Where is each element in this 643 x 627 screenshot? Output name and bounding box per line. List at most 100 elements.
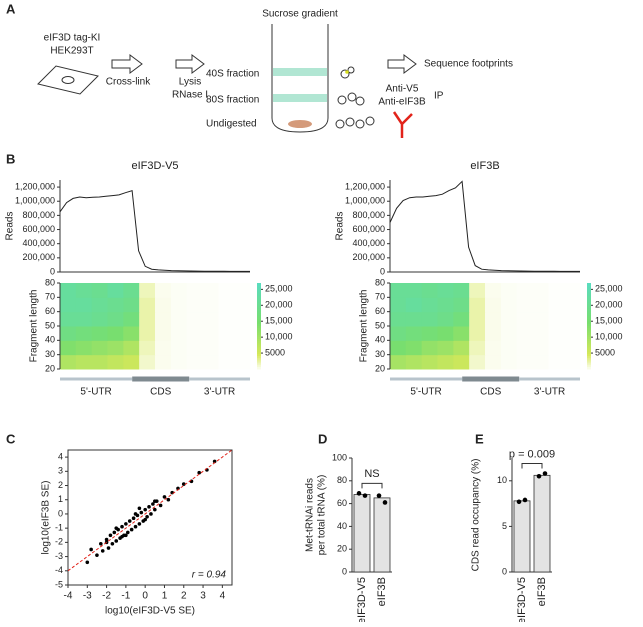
heat-cell — [485, 354, 502, 370]
heat-cell — [234, 326, 251, 341]
heat-cell — [75, 340, 93, 356]
heat-cell — [532, 354, 549, 370]
y-tick-label: 1 — [58, 494, 63, 504]
heat-cell — [139, 297, 156, 313]
heat-cell — [107, 326, 124, 341]
colorbar-step — [257, 332, 261, 336]
heat-cell — [485, 311, 502, 327]
heat-cell — [564, 283, 581, 298]
heat-cell — [532, 311, 549, 327]
heat-cell — [155, 354, 172, 370]
point — [166, 497, 171, 502]
y-tick-label: 600,000 — [22, 224, 55, 234]
heat-cell — [155, 283, 172, 298]
heat-cell — [548, 297, 565, 313]
colorbar-step — [587, 356, 591, 359]
y-tick-label: 800,000 — [352, 210, 385, 220]
y-tick-label: 2 — [58, 480, 63, 490]
heat-cell — [234, 340, 251, 356]
label: 40S fraction — [206, 69, 259, 80]
colorbar-label: 25,000 — [595, 284, 623, 294]
heat-cell — [75, 326, 93, 341]
heat-cell — [390, 340, 407, 356]
colorbar-step — [587, 283, 591, 286]
colorbar-step — [587, 334, 591, 338]
heat-cell — [186, 311, 203, 327]
colorbar-step — [257, 330, 261, 333]
cell — [37, 65, 99, 95]
colorbar-label: 25,000 — [265, 284, 293, 294]
heat-cell — [218, 311, 235, 327]
x-tick-label: -3 — [83, 591, 92, 602]
heat-cell — [453, 283, 470, 298]
heat-cell — [548, 340, 565, 356]
heat-cell — [60, 311, 77, 327]
heat-cell — [437, 311, 454, 327]
colorbar-step — [587, 366, 591, 370]
colorbar-step — [257, 321, 261, 325]
x-tick-label: 1 — [162, 591, 168, 602]
colorbar-step — [257, 347, 261, 351]
heat-cell — [170, 326, 188, 341]
point — [133, 524, 138, 529]
label: HEK293T — [50, 46, 93, 57]
heat-cell — [202, 326, 219, 341]
point — [151, 502, 155, 506]
region-label: 3'-UTR — [204, 387, 235, 398]
label: eIF3D tag-KI — [44, 33, 101, 44]
heat-cell — [186, 297, 203, 313]
colorbar-step — [257, 364, 261, 368]
annotation: NS — [364, 468, 379, 480]
y-axis-label: Met-tRNAi reads — [305, 478, 316, 552]
colorbar-step — [257, 360, 261, 364]
annotation: p = 0.009 — [509, 448, 555, 460]
point — [112, 530, 117, 535]
heat-cell — [91, 354, 108, 370]
heat-cell — [91, 326, 108, 341]
heat-cell — [405, 326, 423, 341]
point — [212, 459, 217, 464]
y-tick-label: 20 — [375, 363, 385, 373]
colorbar-step — [587, 304, 591, 308]
heat-cell — [107, 340, 124, 356]
schematic-title: Sucrose gradient — [262, 9, 338, 20]
x-tick-label: eIF3D-V5 — [356, 577, 368, 622]
band — [273, 68, 327, 76]
heat-cell — [390, 297, 407, 313]
region-label: 3'-UTR — [534, 387, 565, 398]
heat-cell — [60, 340, 77, 356]
heat-cell — [453, 297, 470, 313]
y-tick-label: 30 — [375, 349, 385, 359]
colorbar-step — [257, 351, 261, 355]
region-label: CDS — [480, 387, 501, 398]
panel-label: C — [6, 431, 16, 446]
heat-cell — [91, 340, 108, 356]
heat-cell — [155, 297, 172, 313]
heat-cell — [405, 311, 423, 327]
heat-cell — [202, 297, 219, 313]
heat-cell — [548, 311, 565, 327]
heat-cell — [500, 340, 518, 356]
y-tick-label: -4 — [55, 565, 63, 575]
colorbar-step — [587, 285, 591, 288]
colorbar-step — [257, 358, 261, 361]
heat-cell — [75, 297, 93, 313]
heat-cell — [532, 297, 549, 313]
heat-cell — [218, 297, 235, 313]
heat-cell — [564, 311, 581, 327]
heat-cell — [202, 340, 219, 356]
heat-cell — [75, 311, 93, 327]
heat-cell — [234, 283, 251, 298]
colorbar-label: 10,000 — [265, 332, 293, 342]
y-tick-label: 0 — [342, 566, 347, 576]
heat-cell — [421, 283, 438, 298]
heat-cell — [405, 354, 423, 370]
heat-cell — [218, 354, 235, 370]
tube — [271, 24, 329, 133]
point — [120, 534, 124, 539]
heat-cell — [234, 311, 251, 327]
y-tick-label: 40 — [375, 335, 385, 345]
heat-cell — [437, 283, 454, 298]
y-tick-label: 100 — [332, 452, 347, 462]
label: Cross-link — [106, 77, 151, 88]
